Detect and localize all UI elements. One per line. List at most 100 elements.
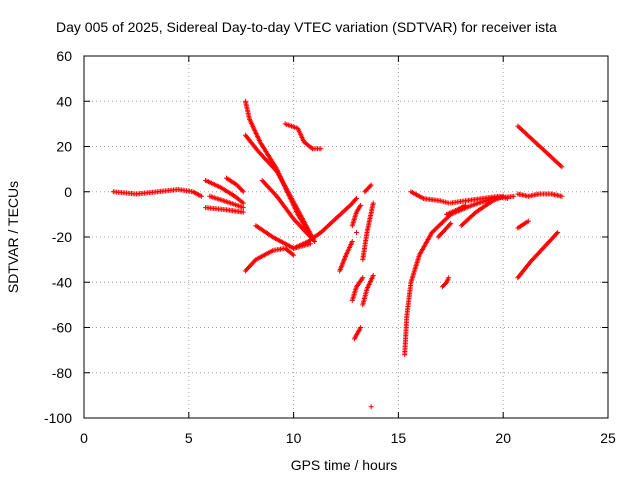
data-point xyxy=(468,214,474,220)
data-point xyxy=(435,224,441,230)
data-point xyxy=(521,129,527,135)
data-point xyxy=(260,179,266,185)
data-point xyxy=(532,254,538,260)
data-point xyxy=(240,205,246,211)
data-track xyxy=(362,182,374,195)
data-track xyxy=(203,205,246,215)
data-point xyxy=(263,181,269,187)
data-point xyxy=(358,202,364,208)
data-point xyxy=(556,162,562,168)
y-tick-label: -60 xyxy=(52,320,72,336)
data-point xyxy=(352,197,358,203)
data-point xyxy=(550,156,556,162)
data-point xyxy=(259,177,265,183)
data-track xyxy=(360,200,376,263)
data-point xyxy=(322,226,328,232)
data-point xyxy=(240,209,246,215)
data-point xyxy=(367,183,373,189)
data-point xyxy=(466,216,472,222)
chart-title: Day 005 of 2025, Sidereal Day-to-day VTE… xyxy=(56,19,557,35)
data-point xyxy=(320,227,326,233)
data-point xyxy=(440,219,446,225)
grid-lines xyxy=(84,56,608,418)
data-point xyxy=(531,255,537,261)
data-point xyxy=(370,200,376,206)
data-point xyxy=(525,218,531,224)
data-point xyxy=(460,222,466,228)
data-track xyxy=(435,220,454,240)
data-track xyxy=(349,202,364,229)
data-track xyxy=(291,196,359,251)
data-point xyxy=(553,158,559,164)
data-point xyxy=(540,245,546,251)
data-track xyxy=(259,177,313,240)
y-tick-label: -40 xyxy=(52,274,72,290)
data-point xyxy=(526,133,532,139)
data-point xyxy=(554,159,560,165)
data-track xyxy=(408,189,452,206)
data-point xyxy=(318,146,324,152)
data-point xyxy=(555,160,561,166)
data-point xyxy=(447,222,453,228)
data-track xyxy=(224,175,246,195)
data-point xyxy=(515,123,521,129)
data-point xyxy=(336,213,342,219)
y-tick-label: -100 xyxy=(44,410,72,426)
data-track xyxy=(515,123,565,170)
x-tick-labels: 0 5 10 15 20 25 xyxy=(80,430,616,446)
data-point xyxy=(536,142,542,148)
data-point xyxy=(291,252,297,258)
data-point xyxy=(523,131,529,137)
data-point xyxy=(462,202,468,208)
data-point xyxy=(312,239,318,245)
y-tick-label: 60 xyxy=(56,48,72,64)
data-track xyxy=(368,404,374,410)
data-point xyxy=(345,205,351,211)
data-point xyxy=(323,225,329,231)
data-point xyxy=(329,219,335,225)
data-track xyxy=(402,193,517,358)
data-point xyxy=(438,220,444,226)
data-point xyxy=(538,145,544,151)
data-point xyxy=(261,180,267,186)
y-tick-label: 20 xyxy=(56,139,72,155)
data-point xyxy=(542,148,548,154)
data-point xyxy=(443,280,449,286)
data-point xyxy=(335,214,341,220)
data-point xyxy=(559,164,565,170)
data-point xyxy=(368,182,374,188)
data-point xyxy=(538,248,544,254)
data-track xyxy=(351,325,364,342)
data-point xyxy=(444,215,450,221)
data-point xyxy=(349,239,355,245)
data-track xyxy=(349,275,366,303)
data-point xyxy=(326,222,332,228)
data-track xyxy=(444,202,468,217)
data-point xyxy=(536,249,542,255)
data-point xyxy=(532,139,538,145)
data-track xyxy=(242,245,297,274)
data-point xyxy=(432,226,438,232)
data-point xyxy=(469,213,475,219)
x-tick-label: 5 xyxy=(185,430,193,446)
data-point xyxy=(548,154,554,160)
data-track xyxy=(242,98,318,245)
data-point xyxy=(464,217,470,223)
data-point xyxy=(516,124,522,130)
data-point xyxy=(517,125,523,131)
data-track xyxy=(439,275,452,290)
data-track xyxy=(515,191,565,199)
data-point xyxy=(511,193,517,199)
data-point xyxy=(358,325,364,330)
data-point xyxy=(333,216,339,222)
data-point xyxy=(198,193,204,199)
data-point xyxy=(533,140,539,146)
x-tick-label: 20 xyxy=(495,430,511,446)
data-point xyxy=(360,275,366,281)
y-tick-label: -20 xyxy=(52,229,72,245)
data-point xyxy=(541,147,547,153)
data-point xyxy=(504,196,510,202)
data-point xyxy=(458,223,464,229)
data-point xyxy=(337,211,343,217)
data-point xyxy=(269,188,275,194)
